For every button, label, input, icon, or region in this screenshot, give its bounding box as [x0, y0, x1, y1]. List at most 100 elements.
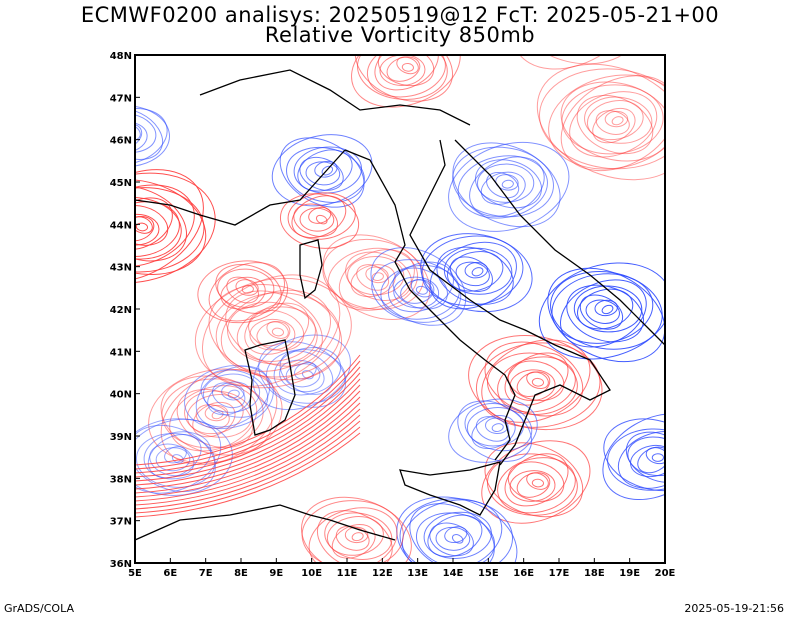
positive-vorticity-contour	[556, 6, 591, 31]
negative-vorticity-contour	[207, 381, 252, 416]
positive-vorticity-contour	[226, 276, 259, 304]
lat-label: 42N	[110, 305, 132, 316]
negative-vorticity-contour	[627, 436, 665, 477]
lon-label: 16E	[513, 568, 534, 579]
negative-vorticity-contour	[202, 373, 261, 413]
negative-vorticity-contour	[135, 418, 222, 494]
positive-vorticity-contour	[536, 63, 665, 181]
lat-label: 41N	[110, 347, 132, 358]
negative-vorticity-contour	[147, 434, 202, 479]
positive-vorticity-contour	[595, 110, 630, 135]
negative-vorticity-contour	[321, 165, 334, 176]
positive-vorticity-contour	[534, 0, 617, 50]
positive-vorticity-contour	[512, 55, 639, 70]
positive-vorticity-contour	[519, 0, 625, 63]
positive-vorticity-contour	[135, 432, 361, 518]
positive-vorticity-contour	[509, 470, 556, 502]
positive-vorticity-contour	[526, 472, 549, 490]
lon-label: 11E	[337, 568, 358, 579]
positive-vorticity-contour	[135, 378, 361, 482]
positive-vorticity-contour	[396, 56, 419, 75]
positive-vorticity-contour	[266, 321, 289, 339]
negative-vorticity-contour	[305, 161, 341, 186]
positive-vorticity-contour	[335, 525, 370, 551]
positive-vorticity-contour	[135, 372, 361, 478]
lon-label: 18E	[584, 568, 605, 579]
positive-vorticity-contour	[299, 207, 335, 232]
positive-vorticity-contour	[611, 116, 624, 126]
negative-vorticity-contour	[393, 276, 440, 309]
positive-vorticity-contour	[135, 426, 361, 514]
positive-vorticity-contour	[379, 55, 426, 86]
lon-label: 7E	[199, 568, 213, 579]
positive-vorticity-contour	[539, 68, 665, 170]
positive-vorticity-contour	[526, 371, 549, 390]
lon-label: 15E	[478, 568, 499, 579]
negative-vorticity-contour	[455, 261, 490, 287]
lat-label: 48N	[110, 51, 132, 62]
map-title-line1: ECMWF0200 analisys: 20250519@12 FcT: 202…	[80, 3, 720, 27]
positive-vorticity-contour	[135, 216, 153, 234]
positive-vorticity-contour	[354, 55, 454, 102]
negative-vorticity-contour	[585, 299, 620, 324]
positive-vorticity-contour	[515, 55, 639, 65]
positive-vorticity-contour	[135, 354, 361, 466]
positive-vorticity-contour	[135, 179, 207, 276]
negative-vorticity-contour	[271, 134, 373, 207]
positive-vorticity-contour	[562, 3, 588, 25]
footer-timestamp: 2025-05-19-21:56	[684, 602, 784, 615]
lon-label: 19E	[619, 568, 640, 579]
negative-vorticity-contour	[200, 369, 269, 418]
positive-vorticity-contour	[586, 100, 644, 141]
positive-vorticity-contour	[351, 55, 461, 108]
negative-vorticity-contour	[135, 121, 148, 154]
positive-vorticity-contour	[220, 276, 266, 310]
positive-vorticity-contour	[135, 390, 361, 490]
negative-vorticity-contour	[435, 526, 471, 551]
positive-vorticity-contour	[475, 342, 601, 428]
positive-vorticity-contour	[531, 478, 545, 488]
positive-vorticity-contour	[135, 169, 204, 283]
positive-vorticity-contour	[301, 496, 412, 563]
positive-vorticity-contour	[135, 216, 155, 242]
axis-ticks: 5E 6E 7E 8E 9E 10E 11E 12E 13E 14E 15E 16E 17E 18E 19E…	[110, 51, 676, 579]
negative-vorticity-contour	[637, 446, 665, 474]
lon-label: 10E	[301, 568, 322, 579]
lon-label: 8E	[234, 568, 248, 579]
negative-vorticity-contour	[630, 444, 665, 478]
negative-vorticity-contour	[135, 418, 233, 496]
positive-vorticity-contour	[208, 283, 343, 381]
positive-vorticity-contour	[548, 74, 665, 170]
negative-vorticity-contour	[252, 334, 351, 411]
negative-vorticity-contour	[457, 400, 532, 462]
positive-vorticity-contour	[135, 414, 361, 506]
positive-vorticity-contour	[194, 277, 352, 389]
negative-vorticity-contour	[135, 123, 141, 141]
negative-vorticity-contour	[388, 261, 454, 313]
negative-vorticity-contour	[427, 514, 483, 558]
positive-vorticity-contour	[560, 75, 665, 172]
positive-vorticity-contour	[468, 334, 603, 431]
negative-vorticity-contour	[297, 149, 353, 192]
negative-vorticity-contour	[135, 123, 143, 150]
positive-vorticity-contour	[351, 532, 364, 542]
positive-vorticity-contour	[135, 402, 361, 498]
negative-vorticity-contour	[602, 413, 665, 501]
negative-vorticity-contour	[477, 163, 535, 203]
negative-vorticity-contour	[480, 171, 526, 205]
negative-vorticity-contour	[370, 247, 467, 326]
positive-vorticity-contour	[135, 222, 149, 232]
positive-vorticity-contour	[509, 369, 556, 402]
positive-vorticity-contour	[484, 442, 584, 518]
negative-vorticity-contour	[538, 262, 665, 360]
positive-vorticity-contour	[135, 185, 187, 262]
negative-vorticity-contour	[491, 423, 504, 433]
positive-vorticity-contour	[279, 193, 360, 249]
positive-vorticity-contour	[571, 12, 584, 23]
positive-vorticity-contour	[135, 360, 361, 470]
coastline-segment	[199, 69, 471, 126]
negative-vorticity-contour	[423, 511, 492, 559]
lon-label: 12E	[372, 568, 393, 579]
positive-vorticity-contour	[540, 0, 616, 44]
positive-vorticity-contour	[592, 107, 636, 144]
